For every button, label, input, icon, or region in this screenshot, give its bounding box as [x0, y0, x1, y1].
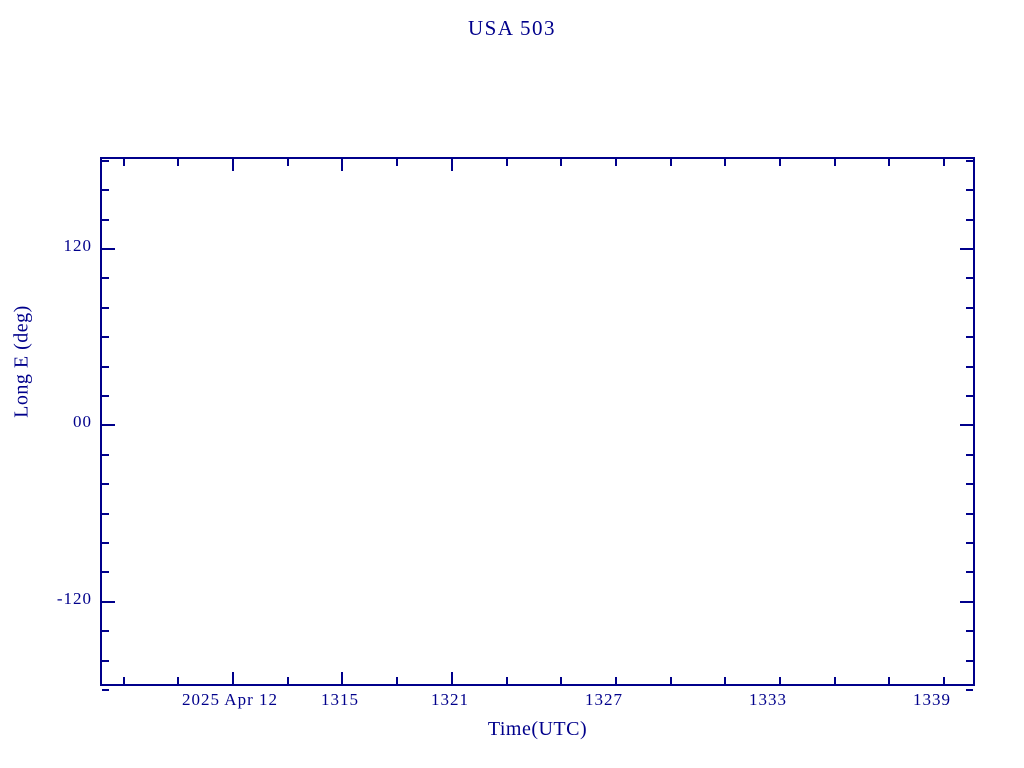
- x-minor-tick-top: [614, 159, 617, 166]
- y-minor-tick-right: [966, 659, 973, 662]
- y-minor-tick-right: [966, 571, 973, 574]
- x-minor-tick-bottom: [669, 677, 672, 684]
- y-minor-tick-right: [966, 189, 973, 192]
- y-minor-tick-left: [102, 189, 109, 192]
- x-major-tick-bottom: [232, 672, 234, 684]
- x-minor-tick-bottom: [888, 677, 891, 684]
- y-minor-tick-left: [102, 542, 109, 544]
- y-major-tick-right: [960, 600, 973, 603]
- y-major-tick-left: [102, 600, 115, 603]
- x-minor-tick-top: [505, 159, 508, 166]
- x-minor-tick-bottom: [122, 677, 125, 684]
- x-minor-tick-bottom: [943, 677, 946, 684]
- y-minor-tick-left: [102, 630, 109, 633]
- x-minor-tick-bottom: [779, 677, 781, 684]
- y-minor-tick-left: [102, 571, 109, 574]
- y-minor-tick-right: [966, 689, 973, 691]
- chart-title: USA 503: [467, 16, 557, 40]
- y-axis-tick-label: -120: [56, 589, 92, 608]
- x-axis-title: Time(UTC): [487, 718, 588, 740]
- y-minor-tick-right: [966, 218, 973, 221]
- x-minor-tick-top: [833, 159, 836, 166]
- y-minor-tick-left: [102, 277, 109, 280]
- y-minor-tick-left: [102, 306, 109, 309]
- x-minor-tick-top: [779, 159, 781, 166]
- x-minor-tick-bottom: [833, 677, 836, 684]
- y-minor-tick-right: [966, 453, 973, 456]
- y-minor-tick-right: [966, 512, 973, 515]
- x-minor-tick-top: [888, 159, 891, 166]
- x-minor-tick-top: [396, 159, 399, 166]
- y-minor-tick-left: [102, 336, 109, 339]
- y-major-tick-right: [960, 248, 973, 250]
- plot-area: [100, 157, 975, 691]
- x-axis-tick-label: 1321: [431, 690, 469, 709]
- x-minor-tick-top: [669, 159, 672, 166]
- y-minor-tick-left: [102, 483, 109, 486]
- y-minor-tick-right: [966, 395, 973, 397]
- x-axis-tick-label: 1327: [585, 690, 623, 709]
- x-minor-tick-bottom: [286, 677, 289, 684]
- y-minor-tick-right: [966, 483, 973, 486]
- y-minor-tick-left: [102, 512, 109, 515]
- x-minor-tick-bottom: [396, 677, 399, 684]
- x-minor-tick-top: [122, 159, 125, 166]
- y-minor-tick-left: [102, 689, 109, 691]
- x-axis-tick-label: 1339: [913, 690, 951, 709]
- y-minor-tick-right: [966, 542, 973, 544]
- y-minor-tick-left: [102, 159, 109, 162]
- x-major-tick-bottom: [450, 672, 453, 684]
- y-minor-tick-right: [966, 630, 973, 633]
- y-minor-tick-left: [102, 659, 109, 662]
- x-minor-tick-bottom: [614, 677, 617, 684]
- y-axis-tick-label: 00: [73, 412, 92, 431]
- x-minor-tick-top: [943, 159, 946, 166]
- y-minor-tick-left: [102, 395, 109, 397]
- x-major-tick-bottom: [341, 672, 344, 684]
- y-axis-title: Long E (deg): [10, 305, 33, 418]
- x-minor-tick-top: [724, 159, 727, 166]
- y-major-tick-right: [960, 424, 973, 427]
- x-minor-tick-bottom: [177, 677, 180, 684]
- y-minor-tick-right: [966, 306, 973, 309]
- x-minor-tick-top: [286, 159, 289, 166]
- x-minor-tick-bottom: [724, 677, 727, 684]
- x-major-tick-top: [341, 159, 344, 171]
- x-minor-tick-top: [177, 159, 180, 166]
- y-minor-tick-right: [966, 336, 973, 339]
- x-axis-tick-label: 1333: [749, 690, 787, 709]
- y-minor-tick-left: [102, 365, 109, 368]
- x-minor-tick-bottom: [560, 677, 563, 684]
- y-minor-tick-right: [966, 277, 973, 280]
- x-major-tick-top: [232, 159, 234, 171]
- x-minor-tick-bottom: [505, 677, 508, 684]
- y-minor-tick-left: [102, 453, 109, 456]
- y-major-tick-left: [102, 424, 115, 427]
- y-major-tick-left: [102, 248, 115, 250]
- x-major-tick-top: [450, 159, 453, 171]
- x-minor-tick-top: [560, 159, 563, 166]
- y-axis-tick-label: 120: [63, 236, 92, 255]
- y-minor-tick-left: [102, 218, 109, 221]
- x-axis-tick-label: 1315: [321, 690, 359, 709]
- y-minor-tick-right: [966, 159, 973, 162]
- y-minor-tick-right: [966, 365, 973, 368]
- x-axis-tick-label: 2025 Apr 12: [182, 690, 278, 709]
